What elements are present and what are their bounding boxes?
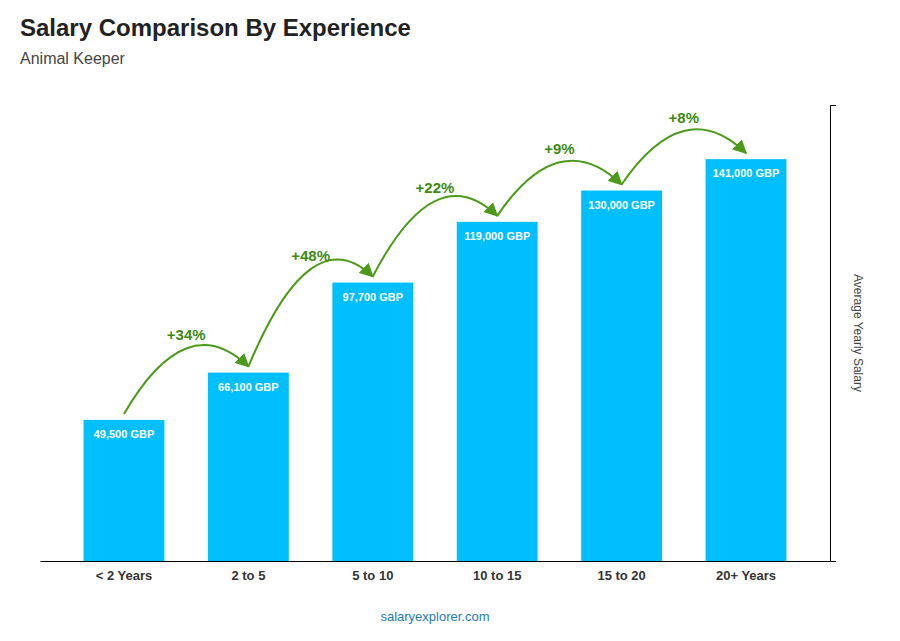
data-label: 130,000 GBP <box>588 199 655 211</box>
change-label: +8% <box>669 109 699 126</box>
y-axis-line <box>831 106 837 562</box>
watermark: salaryexplorer.com <box>380 609 489 624</box>
x-tick-label: < 2 Years <box>96 568 153 583</box>
change-arrow <box>248 259 372 366</box>
bars <box>84 159 787 561</box>
change-label: +9% <box>544 140 574 157</box>
x-tick: 2 to 5 <box>231 561 265 583</box>
subtitle: Animal Keeper <box>20 50 126 67</box>
data-label: 97,700 GBP <box>343 291 404 303</box>
annotations: +34% +48% +22% +9% +8% salaryexplorer.com <box>124 109 746 624</box>
x-tick: 5 to 10 <box>352 561 393 583</box>
data-label: 141,000 GBP <box>713 167 780 179</box>
change-label: +34% <box>167 326 206 343</box>
x-tick: 15 to 20 <box>597 561 645 583</box>
x-axis: < 2 Years 2 to 5 5 to 10 10 to 15 15 to 20 20… <box>41 561 831 583</box>
title: Salary Comparison By Experience <box>20 14 411 41</box>
change-arrow <box>373 196 497 277</box>
x-tick: < 2 Years <box>96 561 153 583</box>
x-tick-label: 20+ Years <box>716 568 776 583</box>
change-label: +48% <box>291 247 330 264</box>
x-tick-label: 10 to 15 <box>473 568 521 583</box>
x-axis-line <box>41 561 831 562</box>
bar <box>208 373 289 561</box>
chart: Salary Comparison By Experience Animal Ke… <box>0 0 900 641</box>
change-arrow <box>497 161 621 216</box>
x-tick-label: 5 to 10 <box>352 568 393 583</box>
bar <box>84 420 165 561</box>
bar <box>706 159 787 561</box>
change-arrow <box>622 129 746 184</box>
y-axis <box>831 106 837 562</box>
x-tick: 20+ Years <box>716 561 776 583</box>
bar <box>581 191 662 562</box>
data-labels: 49,500 GBP 66,100 GBP 97,700 GBP 119,000 GB… <box>94 167 780 440</box>
x-tick-label: 15 to 20 <box>597 568 645 583</box>
x-tick-label: 2 to 5 <box>231 568 265 583</box>
bar <box>457 222 538 561</box>
x-tick: 10 to 15 <box>473 561 521 583</box>
change-arrow <box>124 345 248 414</box>
data-label: 49,500 GBP <box>94 428 155 440</box>
y-axis-title: Average Yearly Salary <box>851 274 865 392</box>
change-label: +22% <box>416 179 455 196</box>
data-label: 66,100 GBP <box>218 381 279 393</box>
data-label: 119,000 GBP <box>464 230 530 242</box>
bar <box>332 283 413 561</box>
